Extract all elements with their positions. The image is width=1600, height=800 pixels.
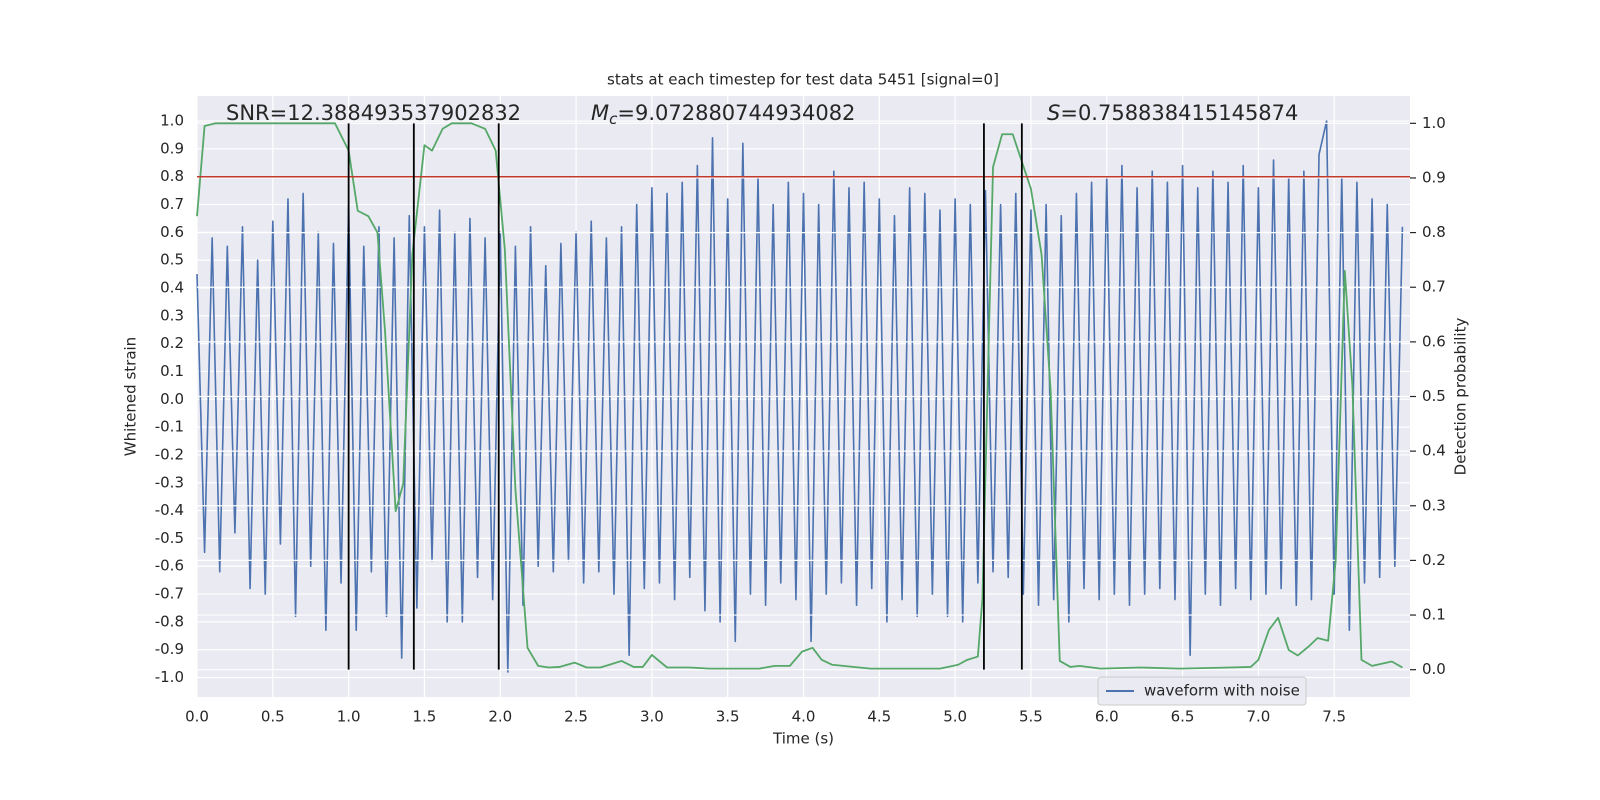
y-tick-label: -1.0: [155, 668, 184, 686]
chart-title: stats at each timestep for test data 545…: [607, 71, 999, 89]
y-tick-label: 0.6: [160, 223, 184, 241]
y-tick-label: 0.7: [160, 195, 184, 213]
x-tick-label: 2.5: [564, 708, 588, 726]
annotation-subscript: c: [609, 110, 618, 128]
y2-tick-label: 0.9: [1422, 168, 1446, 186]
x-tick-label: 2.0: [488, 708, 512, 726]
x-tick-label: 0.5: [261, 708, 285, 726]
y-axis-label: Whitened strain: [122, 337, 140, 456]
y-tick-label: -0.8: [155, 612, 184, 630]
y-tick-label: 0.0: [160, 390, 184, 408]
annotation: Mc=9.072880744934082: [591, 101, 855, 128]
y2-tick-label: 0.2: [1422, 551, 1446, 569]
y2-axis-label: Detection probability: [1452, 318, 1470, 476]
y2-tick-label: 0.0: [1422, 660, 1446, 678]
x-tick-label: 6.5: [1171, 708, 1195, 726]
y-tick-label: -0.5: [155, 529, 184, 547]
y2-tick-label: 0.4: [1422, 442, 1446, 460]
y-tick-label: -0.1: [155, 418, 184, 436]
y2-tick-label: 0.8: [1422, 223, 1446, 241]
annotation: S=0.758838415145874: [1047, 101, 1298, 125]
y-tick-label: 1.0: [160, 112, 184, 130]
y-tick-label: 0.8: [160, 167, 184, 185]
x-tick-label: 3.0: [640, 708, 664, 726]
y-tick-label: -0.4: [155, 501, 184, 519]
y-tick-label: 0.9: [160, 139, 184, 157]
x-tick-label: 3.5: [716, 708, 740, 726]
x-axis-label: Time (s): [772, 730, 834, 748]
x-tick-label: 5.5: [1019, 708, 1043, 726]
y-tick-label: -0.7: [155, 585, 184, 603]
y2-tick-label: 0.1: [1422, 606, 1446, 624]
y-tick-label: -0.2: [155, 445, 184, 463]
y2-tick-label: 0.3: [1422, 496, 1446, 514]
x-tick-label: 1.5: [413, 708, 437, 726]
y2-tick-label: 1.0: [1422, 114, 1446, 132]
y-tick-label: 0.5: [160, 251, 184, 269]
annotation: SNR=12.388493537902832: [226, 101, 521, 125]
y-tick-label: 0.4: [160, 278, 184, 296]
legend-box: [1097, 676, 1307, 706]
y-tick-label: -0.6: [155, 557, 184, 575]
x-tick-label: 7.5: [1322, 708, 1346, 726]
y-tick-label: 0.1: [160, 362, 184, 380]
probability-line: [196, 122, 1403, 670]
annotation-symbol: M: [591, 101, 609, 125]
x-tick-label: 6.0: [1095, 708, 1119, 726]
x-tick-label: 1.0: [337, 708, 361, 726]
x-tick-label: 5.0: [943, 708, 967, 726]
annotation-symbol: S: [1047, 101, 1060, 125]
y2-tick-label: 0.5: [1422, 387, 1446, 405]
y-tick-label: 0.3: [160, 306, 184, 324]
y2-tick-label: 0.7: [1422, 278, 1446, 296]
annotation-text: SNR=12.388493537902832: [226, 101, 521, 125]
y2-tick-label: 0.6: [1422, 332, 1446, 350]
legend-label: waveform with noise: [1144, 682, 1300, 700]
x-tick-label: 4.0: [792, 708, 816, 726]
x-tick-label: 4.5: [867, 708, 891, 726]
y-tick-label: -0.9: [155, 640, 184, 658]
x-tick-label: 7.0: [1246, 708, 1270, 726]
y-tick-label: 0.2: [160, 334, 184, 352]
annotation-text: =9.072880744934082: [617, 101, 855, 125]
y-tick-label: -0.3: [155, 473, 184, 491]
annotation-text: =0.758838415145874: [1060, 101, 1298, 125]
x-tick-label: 0.0: [185, 708, 209, 726]
